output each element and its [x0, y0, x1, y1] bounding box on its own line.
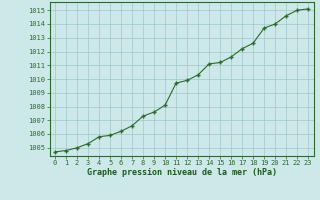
X-axis label: Graphe pression niveau de la mer (hPa): Graphe pression niveau de la mer (hPa) [87, 168, 276, 177]
